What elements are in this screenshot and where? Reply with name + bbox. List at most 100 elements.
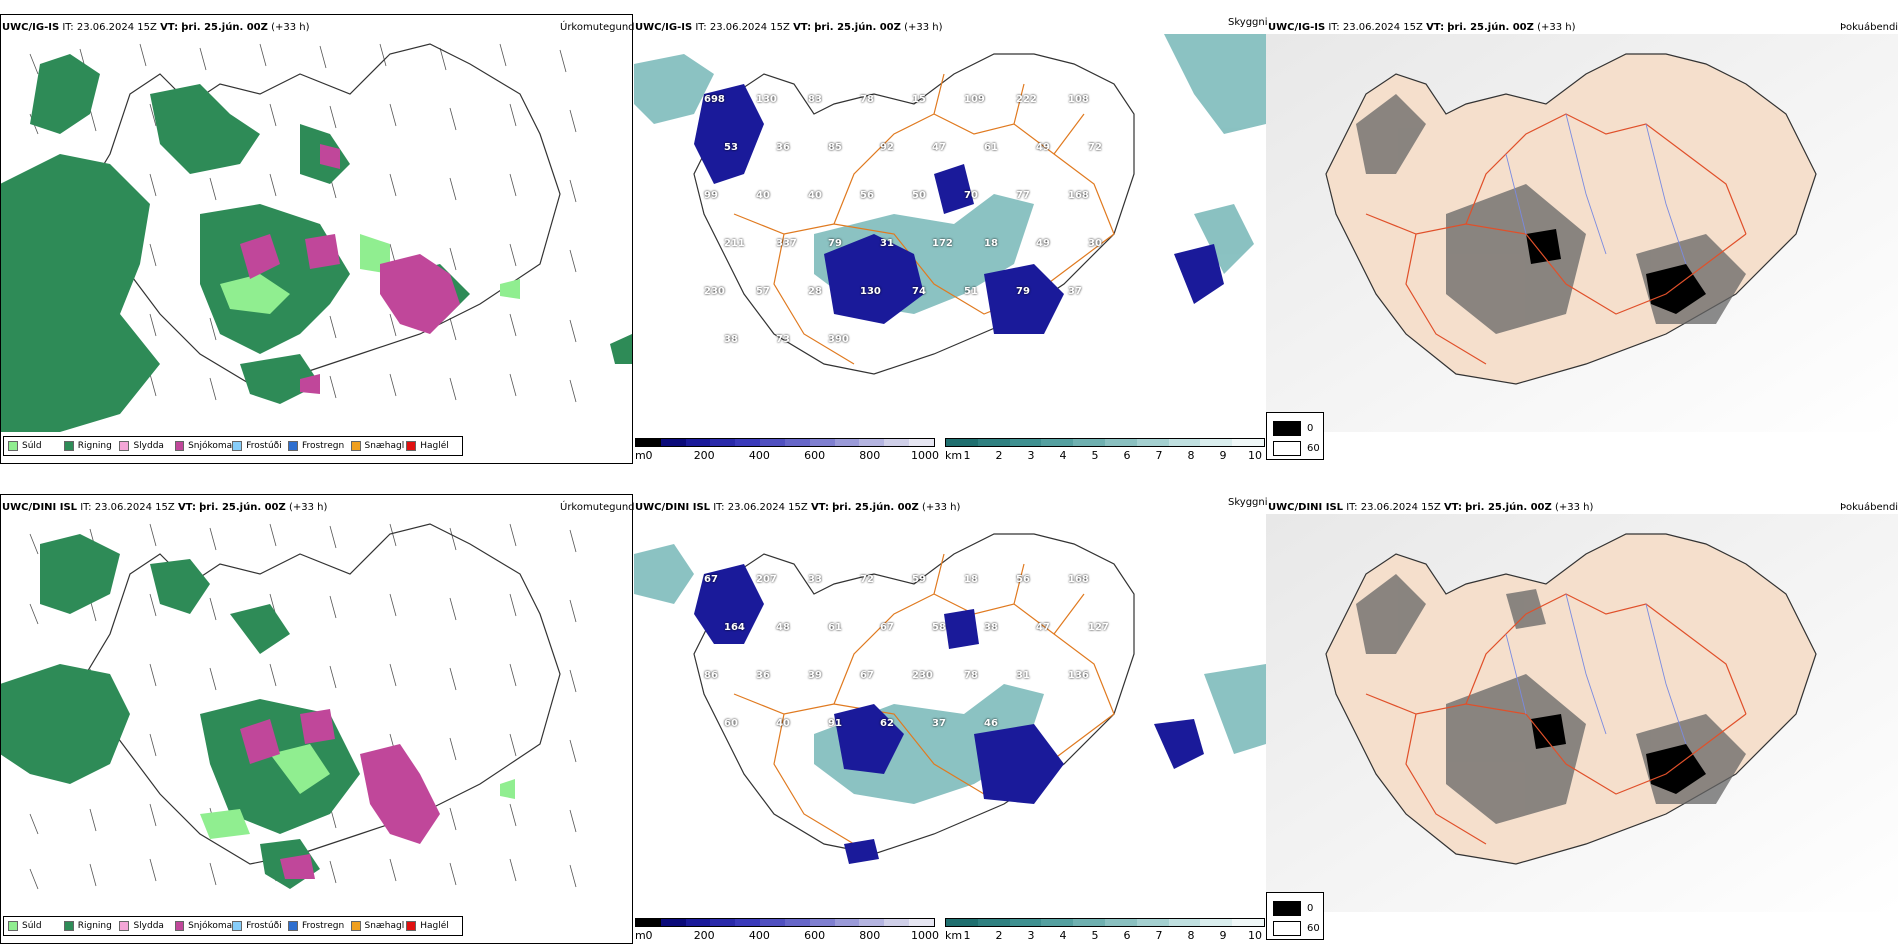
- cloud-base-value-label: 57: [756, 286, 770, 297]
- cloud-base-value-label: 40: [776, 718, 790, 729]
- legend-item-snow-pellets: Snæhagl: [350, 441, 407, 451]
- row-2: UWC/DINI ISL IT: 23.06.2024 15Z VT: þri.…: [0, 480, 1900, 950]
- it-label: IT:: [695, 22, 707, 33]
- cloud-base-value-label: 56: [1016, 574, 1030, 585]
- colorbar-segment: [1073, 919, 1105, 926]
- colorbar-tick-label: 8: [1187, 929, 1195, 942]
- drizzle-areas: [200, 744, 515, 839]
- cloud-base-value-label: 130: [860, 286, 881, 297]
- colorbar-segment: [1073, 439, 1105, 446]
- header-fog-2: UWC/DINI ISL IT: 23.06.2024 15Z VT: þri.…: [1268, 502, 1593, 514]
- colorbar-segment: [1009, 919, 1042, 926]
- fog-label-low: 0: [1307, 423, 1314, 434]
- snow-areas: [240, 709, 440, 879]
- cloud-base-value-label: 79: [828, 238, 842, 249]
- legend-item-rain: Rigning: [63, 921, 120, 931]
- road-network: [1365, 113, 1747, 365]
- colorbar-segment: [809, 919, 835, 926]
- cloud-base-unit: m: [635, 449, 646, 462]
- cloud-base-value-label: 49: [1036, 142, 1050, 153]
- fog-legend-2: 0 60: [1266, 892, 1324, 940]
- colorbar-segment: [977, 439, 1010, 446]
- colorbar-tick-label: 6: [1123, 929, 1131, 942]
- legend-swatch: [119, 441, 130, 451]
- panel-title-precip: Úrkomutegund: [560, 502, 635, 513]
- colorbar-segment: [636, 439, 661, 446]
- iceland-outline: [693, 53, 1135, 375]
- panel-title-precip: Úrkomutegund: [560, 22, 635, 33]
- fog-label-high: 60: [1307, 923, 1320, 934]
- colorbar-segment: [1104, 919, 1137, 926]
- legend-item-drizzle: Súld: [8, 921, 64, 931]
- legend-item-sleet: Slydda: [119, 921, 175, 931]
- colorbar-tick-label: 600: [804, 929, 826, 942]
- colorbar-tick-label: 2: [995, 929, 1003, 942]
- cloud-base-value-label: 230: [704, 286, 725, 297]
- legend-label: Slydda: [133, 441, 164, 451]
- precip-legend-2: Súld Rigning Slydda Snjókoma Frostúði Fr…: [3, 916, 463, 936]
- colorbar-tick-label: 600: [804, 449, 826, 462]
- legend-swatch: [406, 441, 417, 451]
- colorbar-segment: [1232, 919, 1264, 926]
- legend-swatch: [406, 921, 417, 931]
- visibility-unit: km: [945, 449, 963, 462]
- cloud-base-unit: m: [635, 929, 646, 942]
- legend-label: Haglél: [420, 441, 449, 451]
- cloud-base-value-label: 37: [932, 718, 946, 729]
- cloud-base-value-label: 15: [912, 94, 926, 105]
- fog-swatch-low: [1273, 421, 1301, 436]
- colorbar-tick-label: 1: [963, 449, 971, 462]
- low-cloud-base-areas: [694, 84, 1224, 334]
- legend-item-rain: Rigning: [63, 441, 120, 451]
- legend-item-hail: Haglél: [406, 921, 462, 931]
- visibility-bar: [945, 438, 1265, 447]
- colorbar-segment: [834, 439, 860, 446]
- vt-label: VT:: [1426, 22, 1445, 33]
- cloud-base-value-label: 390: [828, 334, 849, 345]
- visibility-unit: km: [945, 929, 963, 942]
- it-label: IT:: [1346, 502, 1358, 513]
- cloud-base-value-label: 337: [776, 238, 797, 249]
- header-visibility-2: UWC/DINI ISL IT: 23.06.2024 15Z VT: þri.…: [635, 502, 960, 514]
- dense-fog-areas: [1531, 714, 1706, 794]
- cloud-base-value-label: 172: [932, 238, 953, 249]
- legend-swatch: [350, 441, 361, 451]
- colorbar-tick-label: 3: [1027, 449, 1035, 462]
- cloud-base-value-label: 48: [776, 622, 790, 633]
- cloud-base-value-label: 222: [1016, 94, 1037, 105]
- colorbar-segment: [735, 439, 761, 446]
- fog-label-high: 60: [1307, 443, 1320, 454]
- cloud-base-value-label: 168: [1068, 574, 1089, 585]
- cloud-base-value-label: 130: [756, 94, 777, 105]
- vt-value: þri. 25.jún. 00Z: [814, 22, 901, 33]
- legend-item-snow: Snjókoma: [175, 921, 232, 931]
- cloud-base-value-label: 59: [912, 574, 926, 585]
- lead-time: (+33 h): [288, 502, 328, 513]
- cloud-base-value-label: 79: [1016, 286, 1030, 297]
- colorbar-segment: [1136, 439, 1169, 446]
- colorbar-segment: [710, 919, 736, 926]
- legend-swatch: [232, 441, 243, 451]
- colorbar-tick-label: 7: [1155, 449, 1163, 462]
- colorbar-segment: [1041, 919, 1074, 926]
- colorbar-segment: [1200, 439, 1233, 446]
- precip-type-map-svg: [0, 34, 632, 432]
- legend-swatch: [63, 441, 74, 451]
- visibility-colorbar-2: km 1 2 3 4 5 6 7 8 9 10: [945, 918, 1265, 948]
- cloud-base-value-label: 36: [756, 670, 770, 681]
- colorbar-segment: [636, 919, 661, 926]
- cloud-base-value-label: 30: [1088, 238, 1102, 249]
- cloud-base-value-label: 51: [964, 286, 978, 297]
- colorbar-tick-label: 4: [1059, 929, 1067, 942]
- colorbar-tick-label: 200: [693, 929, 715, 942]
- it-label: IT:: [713, 502, 725, 513]
- cloud-base-value-label: 211: [724, 238, 745, 249]
- fog-map-svg: [1266, 34, 1898, 432]
- colorbar-segment: [1009, 439, 1042, 446]
- colorbar-segment: [760, 919, 785, 926]
- precip-type-map-1: [0, 34, 632, 432]
- cloud-base-value-label: 72: [860, 574, 874, 585]
- cloud-base-value-label: 38: [984, 622, 998, 633]
- fog-label-low: 0: [1307, 903, 1314, 914]
- cloud-base-value-label: 39: [808, 670, 822, 681]
